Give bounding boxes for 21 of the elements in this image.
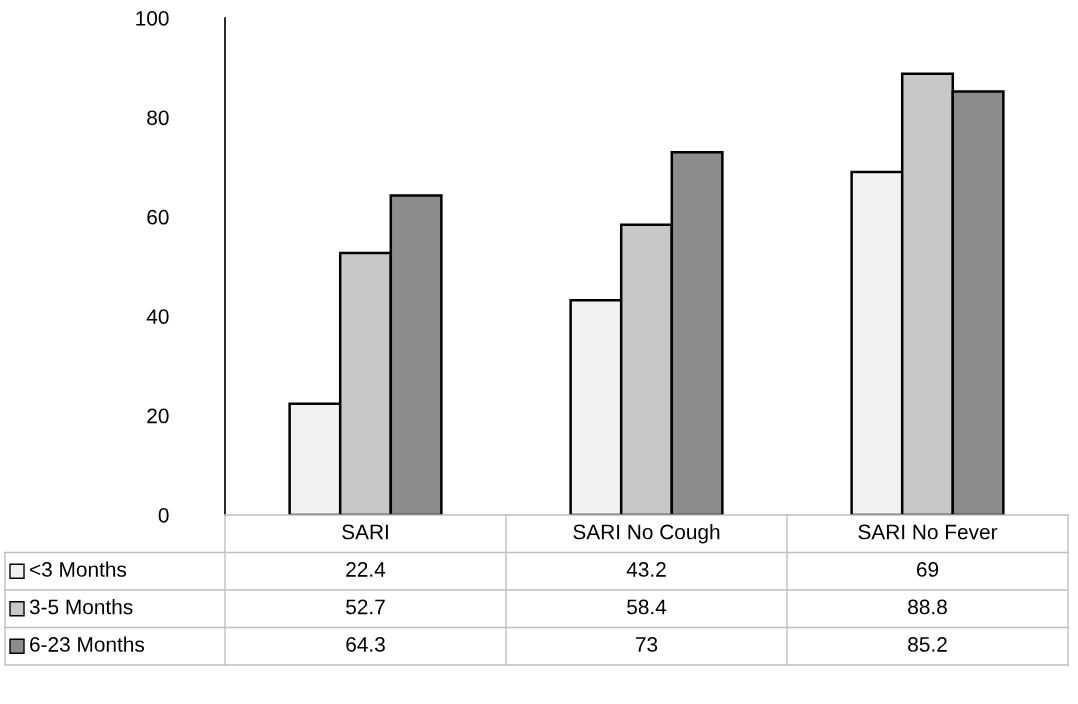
data-label: 64.3 <box>346 637 385 652</box>
x-tick-label: SARI No Fever <box>858 524 998 540</box>
legend-label: <3 Months <box>30 561 127 577</box>
data-label: 58.4 <box>627 599 667 615</box>
legend-label: 3-5 Months <box>29 599 133 615</box>
data-label: 52.7 <box>346 599 385 615</box>
data-label: 22.4 <box>346 562 386 577</box>
data-label: 73 <box>635 637 658 652</box>
data-label: 69 <box>916 562 939 577</box>
y-tick-label: 0 <box>158 508 169 523</box>
x-tick-label: SARI No Cough <box>573 524 720 544</box>
y-tick-label: 40 <box>146 309 169 324</box>
legend-label: 6-23 Months <box>30 636 145 652</box>
y-tick-label: 20 <box>147 408 169 424</box>
data-label: 85.2 <box>908 637 947 652</box>
y-tick-label: 80 <box>147 110 169 126</box>
y-tick-label: 60 <box>147 209 169 225</box>
x-tick-label: SARI <box>342 524 388 540</box>
y-tick-label: 100 <box>136 11 169 26</box>
data-label: 88.8 <box>908 599 947 615</box>
data-label: 43.2 <box>626 562 666 577</box>
